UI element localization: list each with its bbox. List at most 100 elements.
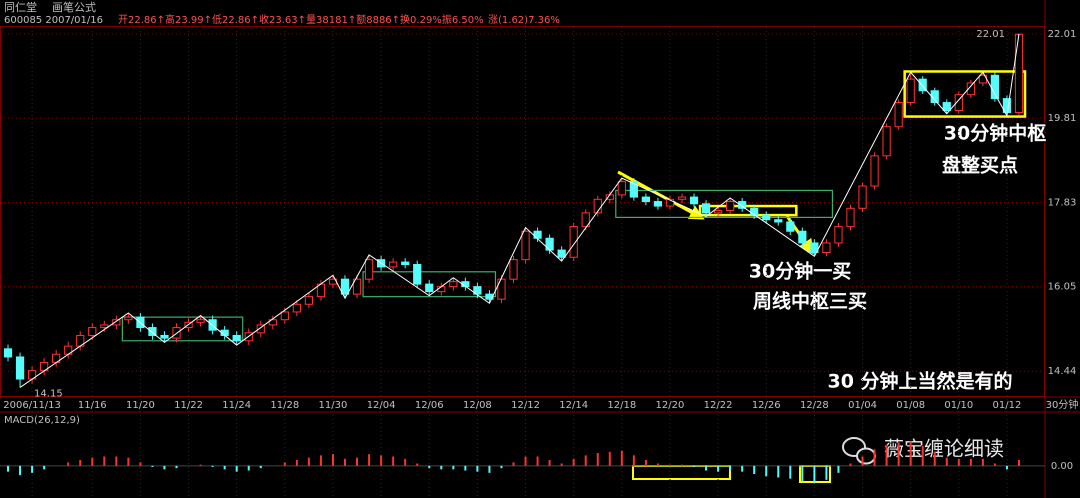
x-tick-label: 11/20: [126, 400, 155, 411]
x-tick-label: 01/12: [993, 400, 1022, 411]
x-tick-label: 01/08: [896, 400, 925, 411]
x-tick-label: 11/24: [222, 400, 251, 411]
macd-title: MACD(26,12,9): [4, 415, 80, 426]
candle-body: [497, 278, 506, 300]
candle-body: [894, 102, 903, 128]
candle-body: [701, 203, 711, 214]
x-tick-label: 12/14: [559, 400, 588, 411]
candle-body: [786, 221, 795, 232]
stock-name: 同仁堂: [4, 1, 37, 14]
annotation: 盘整买点: [942, 154, 1018, 177]
candle-body: [3, 348, 13, 358]
period-label: 30分钟: [1046, 398, 1079, 411]
candle-body: [713, 210, 723, 214]
candle-body: [954, 94, 963, 112]
candle-body: [232, 334, 241, 342]
candle-body: [292, 303, 301, 313]
highlight-box: [632, 465, 731, 480]
quote: 开22.86↑高23.99↑低22.86↑收23.63↑量38181↑额8886…: [118, 13, 484, 26]
candle-body: [100, 324, 109, 329]
y-tick-label: 14.44: [1048, 366, 1077, 377]
candle-body: [280, 311, 289, 321]
candle-body: [569, 226, 578, 258]
candle-body: [364, 259, 374, 280]
candle-body: [882, 126, 891, 157]
candle-body: [930, 90, 939, 104]
formula-name: 画笔公式: [52, 0, 96, 14]
x-tick-label: 12/12: [511, 400, 540, 411]
x-tick-label: 12/20: [656, 400, 685, 411]
watermark: 薇宝缠论细读: [884, 437, 1004, 461]
candle-body: [822, 242, 831, 253]
candle-body: [810, 242, 819, 253]
annotation: 30分钟一买: [749, 260, 851, 283]
candle-body: [906, 78, 915, 104]
candle-body: [413, 263, 422, 285]
candle-body: [581, 212, 590, 228]
candle-body: [401, 261, 410, 265]
candle-body: [858, 185, 867, 209]
annotation: 30 分钟上当然是有的: [827, 370, 1012, 393]
zone-box: [615, 189, 834, 219]
candle-body: [1014, 33, 1024, 114]
x-tick-label: 12/28: [800, 400, 829, 411]
candle-body: [641, 196, 650, 203]
candle-body: [112, 319, 121, 326]
watermark-icon: [842, 437, 876, 465]
x-tick-label: 12/08: [463, 400, 492, 411]
y-tick-label: 19.81: [1048, 113, 1077, 124]
zone-box: [698, 204, 798, 217]
candle-body: [834, 226, 843, 244]
candle-body: [268, 319, 277, 326]
bi-line: [19, 33, 1020, 388]
candle-body: [425, 283, 434, 293]
candle-body: [148, 327, 157, 336]
candle-body: [545, 237, 554, 251]
candle-body: [389, 261, 398, 268]
candle-body: [762, 214, 771, 221]
x-tick-label: 12/26: [752, 400, 781, 411]
annotation: 周线中枢三买: [753, 290, 867, 313]
x-tick-label: 2006/11/13: [3, 400, 61, 411]
x-tick-label: 12/22: [704, 400, 733, 411]
candle-body: [521, 230, 530, 261]
candle-body: [665, 198, 675, 207]
candle-body: [990, 74, 1000, 100]
x-tick-label: 01/10: [944, 400, 973, 411]
candle-body: [352, 278, 362, 295]
candle-body: [870, 155, 879, 187]
candle-body: [124, 316, 133, 321]
annotation: 30分钟中枢: [944, 122, 1046, 145]
zone-box: [903, 70, 1027, 118]
zone-box: [362, 271, 497, 298]
candle-body: [304, 296, 314, 305]
candle-body: [774, 219, 783, 223]
candle-body: [533, 230, 542, 239]
candle-body: [726, 201, 735, 212]
code-date: 600085 2007/01/16: [4, 15, 103, 26]
change: 涨(1.62)7.36%: [488, 14, 560, 26]
zone-box: [121, 316, 244, 342]
x-tick-label: 12/04: [367, 400, 396, 411]
x-tick-label: 12/18: [607, 400, 636, 411]
candle-body: [340, 278, 350, 295]
candle-body: [449, 281, 458, 288]
candle-body: [629, 181, 638, 198]
high-label: 22.01: [976, 29, 1005, 40]
candle-body: [256, 324, 265, 334]
candle-body: [557, 249, 566, 258]
candle-body: [966, 82, 975, 96]
x-tick-label: 11/16: [78, 400, 107, 411]
x-tick-label: 11/28: [270, 400, 299, 411]
candle-body: [15, 356, 25, 380]
candle-body: [942, 102, 951, 112]
x-tick-label: 11/30: [319, 400, 348, 411]
y-tick-label: 0.00: [1051, 461, 1073, 472]
candle-body: [196, 319, 205, 323]
candle-body: [617, 181, 626, 196]
x-tick-label: 11/22: [174, 400, 203, 411]
x-tick-label: 01/04: [848, 400, 877, 411]
y-tick-label: 16.05: [1048, 282, 1077, 293]
candle-body: [738, 201, 747, 209]
